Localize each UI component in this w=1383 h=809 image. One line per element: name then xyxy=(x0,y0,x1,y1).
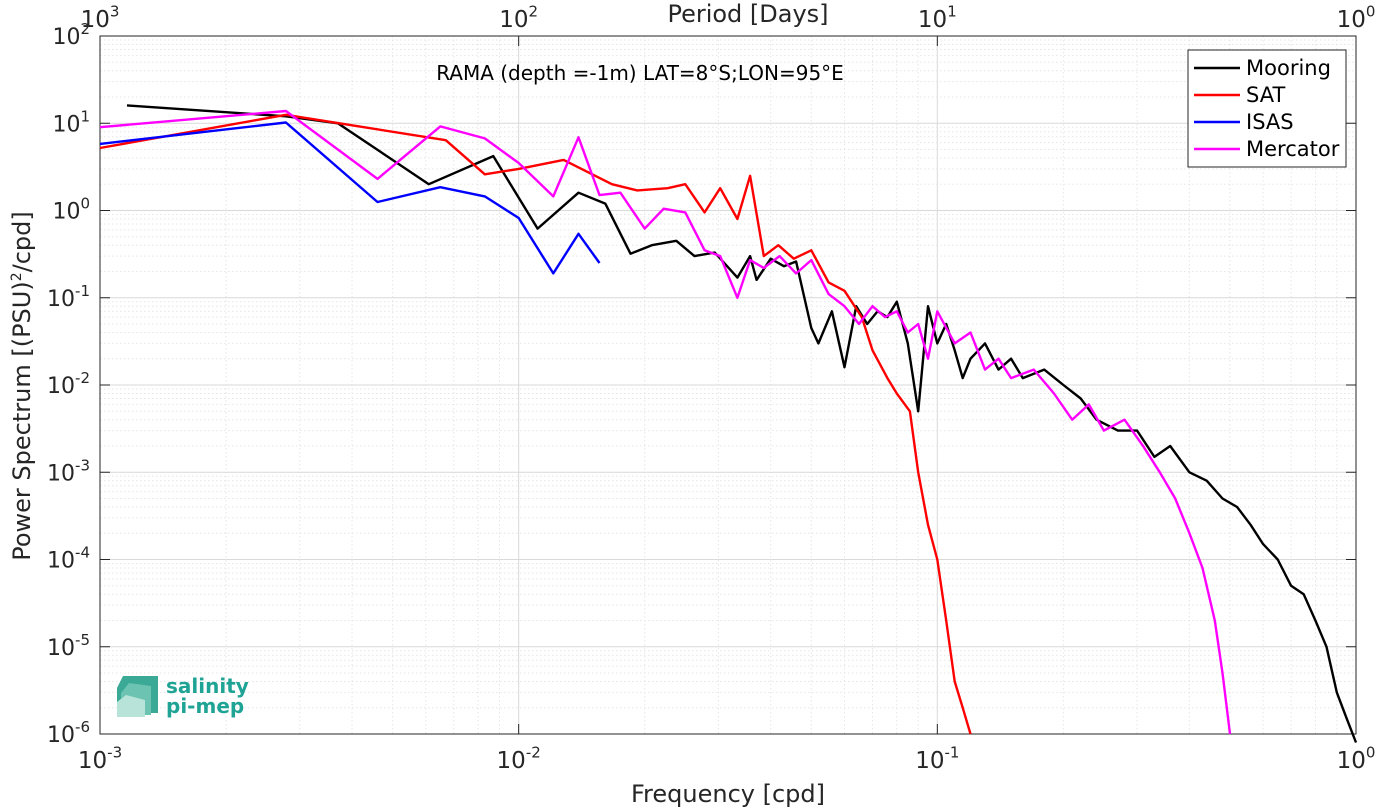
legend-label-mooring: Mooring xyxy=(1246,56,1331,80)
top-axis-label: Period [Days] xyxy=(667,0,828,28)
series-line-mercator xyxy=(99,109,1232,735)
legend-label-isas: ISAS xyxy=(1246,110,1294,134)
x-tick-label: 10-1 xyxy=(915,744,959,774)
y-tick-label: 10-3 xyxy=(47,456,90,486)
top-tick-label: 100 xyxy=(1337,3,1376,33)
top-tick-label: 101 xyxy=(918,3,957,33)
y-tick-label: 10-5 xyxy=(47,631,90,661)
y-tick-label: 102 xyxy=(52,20,90,50)
legend: Mooring SAT ISAS Mercator xyxy=(1187,49,1347,168)
y-tick-label: 100 xyxy=(52,195,90,225)
series-layer xyxy=(99,104,1358,743)
x-tick-label: 10-2 xyxy=(497,744,541,774)
top-tick-label: 102 xyxy=(499,3,538,33)
top-tick-label: 103 xyxy=(81,3,120,33)
y-tick-label: 10-1 xyxy=(47,282,90,312)
logo-text-pi-mep: pi-mep xyxy=(166,694,244,718)
x-tick-label: 100 xyxy=(1337,744,1376,774)
legend-box xyxy=(1187,49,1347,168)
y-tick-label: 101 xyxy=(52,107,90,137)
y-axis-label: Power Spectrum [(PSU)2/cpd] xyxy=(8,211,36,561)
series-line-isas xyxy=(99,121,601,275)
y-tick-label: 10-6 xyxy=(47,718,90,748)
chart-annotation: RAMA (depth =-1m) LAT=8°S;LON=95°E xyxy=(436,61,844,85)
logo-mark-front xyxy=(117,695,145,717)
x-axis-label: Frequency [cpd] xyxy=(631,780,825,808)
salinity-pi-mep-logo: salinity pi-mep xyxy=(117,674,249,718)
logo-text-salinity: salinity xyxy=(166,674,249,698)
legend-label-mercator: Mercator xyxy=(1246,137,1340,161)
x-tick-label: 10-3 xyxy=(78,744,122,774)
series-line-mooring xyxy=(126,104,1358,743)
y-tick-label: 10-4 xyxy=(47,544,90,574)
series-line-sat xyxy=(99,113,972,735)
legend-label-sat: SAT xyxy=(1246,83,1285,107)
y-tick-label: 10-2 xyxy=(47,369,90,399)
